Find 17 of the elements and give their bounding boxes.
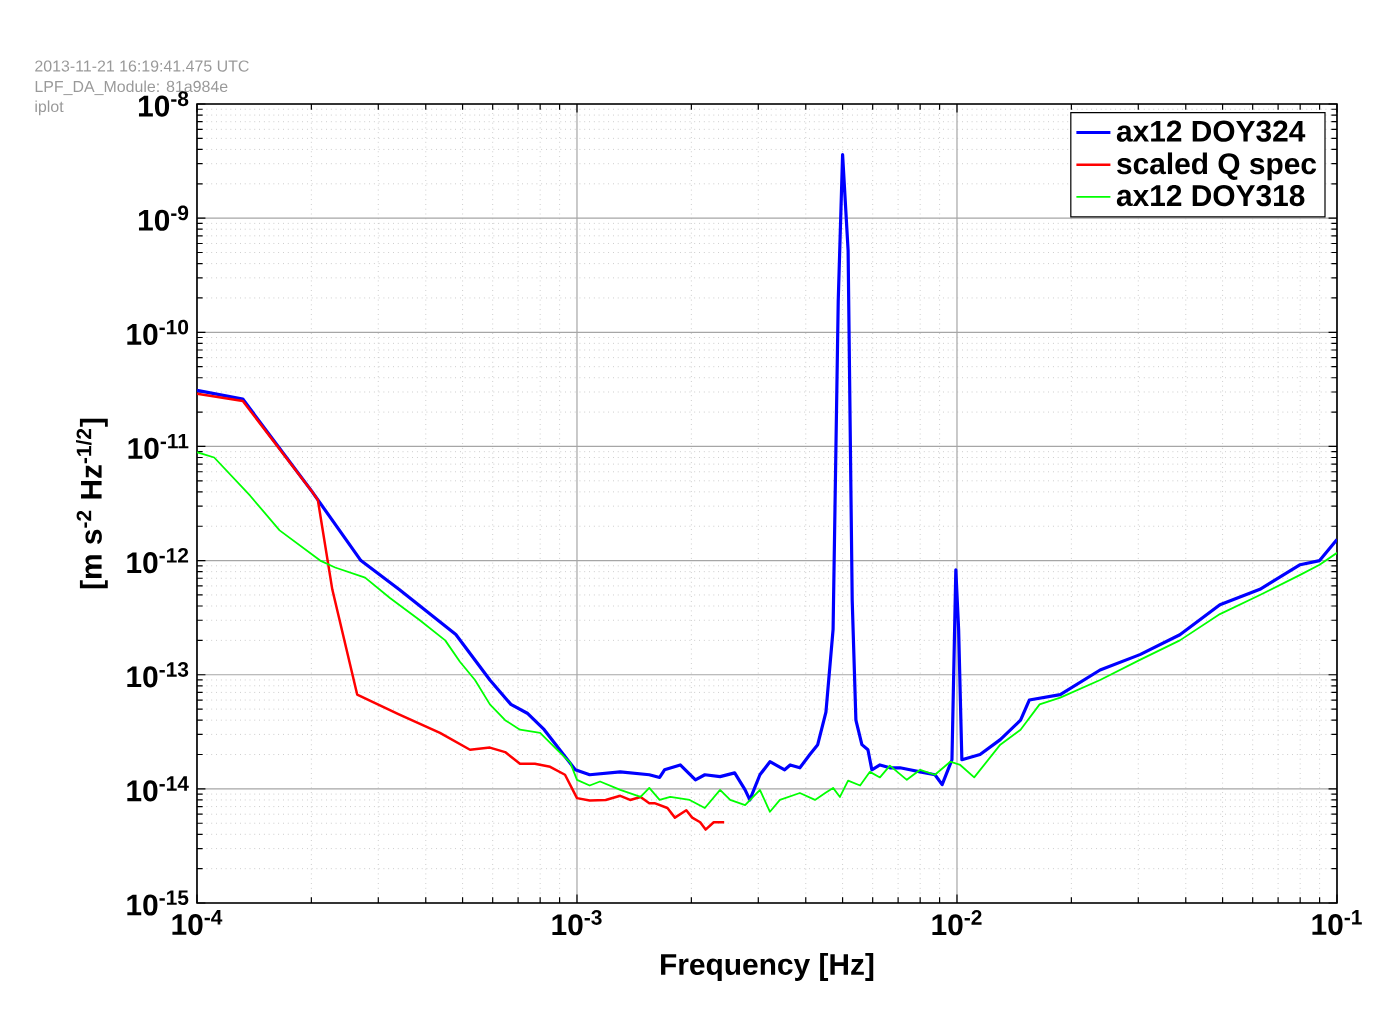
y-tick-label: 10$^{-14}$ <box>127 776 189 802</box>
y-tick-label: 10$^{-11}$ <box>128 433 189 459</box>
x-tick-label: 10$^{-2}$ <box>932 910 982 936</box>
x-tick-label: 10$^{-3}$ <box>552 910 602 936</box>
x-axis-title: Frequency [Hz] <box>661 953 874 981</box>
y-tick-label: 10$^{-12}$ <box>127 547 189 574</box>
text: iplot <box>35 100 64 116</box>
y-tick-label: 10$^{-9}$ <box>138 205 189 231</box>
y-axis-title: [m s$^{-2}$ Hz$^{-1/2}$] <box>76 418 108 589</box>
x-tick-label: 10$^{-4}$ <box>172 910 223 936</box>
x-tick-label: 10$^{-1}$ <box>1312 910 1362 936</box>
y-tick-label: 10$^{-10}$ <box>127 319 189 345</box>
legend-label: ax12 DOY324 <box>1116 120 1306 142</box>
legend-label: ax12 DOY318 <box>1116 185 1305 207</box>
text: 2013-11-21 16:19:41.475 UTC <box>35 60 249 72</box>
y-tick-label: 10$^{-13}$ <box>127 662 189 688</box>
legend-label: scaled Q spec <box>1117 152 1317 181</box>
